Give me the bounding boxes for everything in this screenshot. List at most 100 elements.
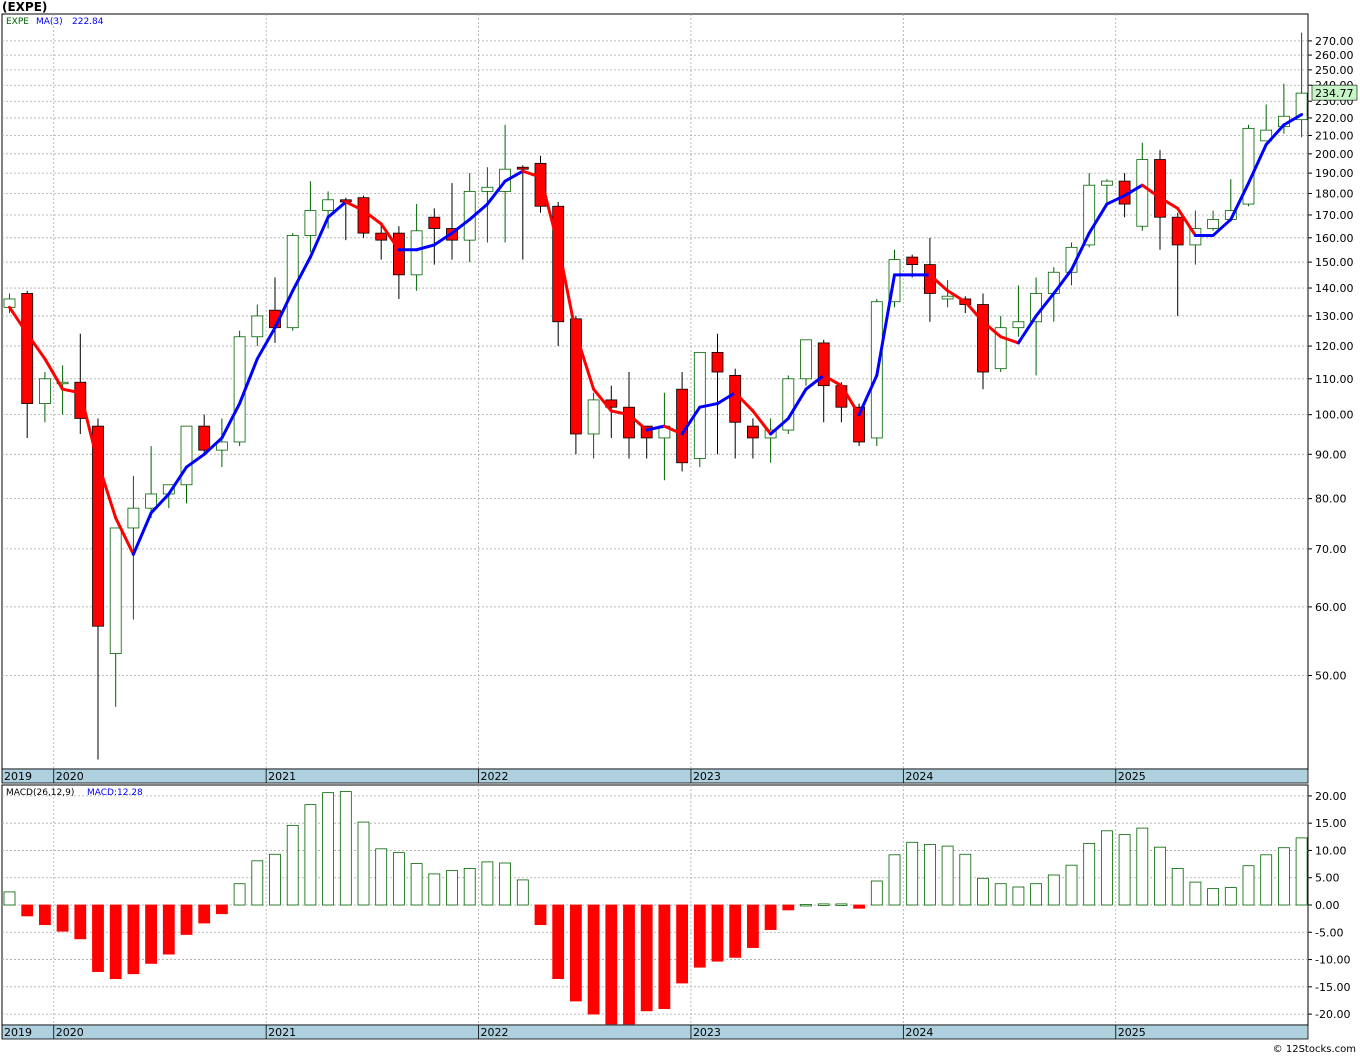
ma-line-segment	[804, 373, 826, 391]
macd-bar	[924, 844, 936, 906]
macd-bar	[764, 904, 777, 930]
macd-bar	[782, 904, 795, 911]
macd-tick-label: -5.00	[1315, 926, 1343, 939]
macd-bar	[941, 845, 954, 906]
ma-line-segment	[662, 424, 684, 436]
candle-body	[640, 425, 653, 439]
ma-line-segment	[946, 289, 967, 304]
candle-body	[304, 210, 317, 236]
macd-bar	[906, 841, 919, 906]
price-tick-label: 190.00	[1315, 167, 1354, 180]
price-tick-label: 100.00	[1315, 409, 1354, 422]
macd-bar	[304, 804, 317, 906]
macd-bar	[640, 904, 653, 1012]
candle-body	[375, 232, 388, 241]
ma-line-segment	[857, 373, 879, 417]
ma-line-segment	[344, 200, 365, 213]
macd-bar	[623, 904, 635, 1025]
macd-bar	[1189, 881, 1202, 906]
ma-line-segment	[238, 357, 259, 406]
candle-body	[251, 315, 264, 338]
price-panel: 50.00 60.00 70.00 80.00 90.00 100.00 110.00 120…	[1, 13, 1358, 784]
ma-line-segment	[609, 409, 631, 417]
price-tick-label: 120.00	[1315, 340, 1354, 353]
price-tick-label: 160.00	[1315, 232, 1354, 245]
candle-body	[357, 197, 370, 234]
macd-x-label: 2024	[905, 1026, 933, 1039]
ma-line-segment	[468, 202, 489, 221]
candle-body	[428, 216, 441, 229]
candle-body	[1207, 219, 1219, 229]
ma-line-segment	[822, 373, 843, 388]
price-tick-label: 90.00	[1315, 448, 1347, 461]
candle-body	[906, 256, 919, 265]
last-price-box	[1311, 84, 1358, 101]
last-price-label: 234.77	[1315, 87, 1354, 100]
macd-bar	[534, 904, 547, 926]
macd-bar	[994, 883, 1007, 906]
candle-body	[481, 186, 494, 192]
price-x-label: 2019	[4, 770, 32, 783]
candle-body	[21, 293, 34, 404]
ma-line-segment	[981, 320, 1003, 339]
price-plot-frame	[1, 13, 1309, 770]
ma-line-segment	[733, 391, 755, 413]
ma-line-segment	[999, 335, 1020, 345]
macd-bar	[658, 904, 671, 1010]
ma-line-segment	[8, 305, 29, 336]
ma-line-segment	[1087, 202, 1109, 235]
candle-body	[410, 230, 423, 276]
ma-line-segment	[1211, 217, 1233, 237]
candle-body	[145, 493, 158, 509]
candle-body	[853, 406, 865, 443]
ma-line-segment	[1229, 181, 1250, 221]
ma-line-segment	[362, 209, 383, 226]
macd-bar	[853, 904, 865, 909]
candle-body	[198, 425, 211, 451]
ma-line-segment	[592, 387, 613, 413]
candle-body	[322, 199, 335, 211]
price-tick-label: 150.00	[1315, 256, 1354, 269]
price-tick-label: 50.00	[1315, 670, 1347, 683]
price-tick-label: 170.00	[1315, 209, 1354, 222]
candle-body	[1012, 321, 1025, 329]
macd-bar	[145, 904, 158, 964]
ma-line-segment	[379, 222, 401, 252]
ma-line-segment	[680, 405, 702, 436]
macd-bar	[428, 873, 441, 906]
price-x-label: 2024	[905, 770, 933, 783]
candle-body	[1136, 159, 1149, 227]
candle-body	[587, 399, 600, 435]
macd-bar	[233, 883, 246, 906]
candle-body	[835, 385, 848, 408]
macd-bar	[251, 860, 264, 906]
candle-body	[215, 441, 228, 451]
macd-bar	[1012, 886, 1025, 906]
macd-bar	[1242, 865, 1255, 906]
candle-body	[233, 336, 246, 443]
macd-bar	[463, 868, 476, 906]
ma-line-segment	[645, 424, 666, 432]
candle-body	[534, 162, 547, 207]
ma-line-segment	[1016, 314, 1038, 345]
macd-bar	[1030, 883, 1042, 906]
macd-bar	[729, 904, 742, 958]
ma-line-segment	[61, 387, 82, 395]
macd-tick-label: -15.00	[1315, 981, 1350, 994]
macd-bar	[1207, 888, 1219, 906]
macd-bar	[357, 821, 370, 906]
macd-bar	[286, 824, 299, 906]
candle-body	[552, 205, 565, 323]
ma-line-segment	[1034, 291, 1056, 318]
price-x-label: 2022	[481, 770, 509, 783]
price-tick-label: 260.00	[1315, 49, 1354, 62]
macd-bar	[747, 904, 759, 948]
price-tick-label: 210.00	[1315, 129, 1354, 142]
price-tick-label: 250.00	[1315, 64, 1354, 77]
ma-line-segment	[1052, 268, 1073, 295]
macd-bar	[446, 870, 458, 906]
macd-bar	[92, 904, 104, 972]
macd-bar	[56, 904, 69, 932]
ma-line-segment	[131, 511, 153, 556]
